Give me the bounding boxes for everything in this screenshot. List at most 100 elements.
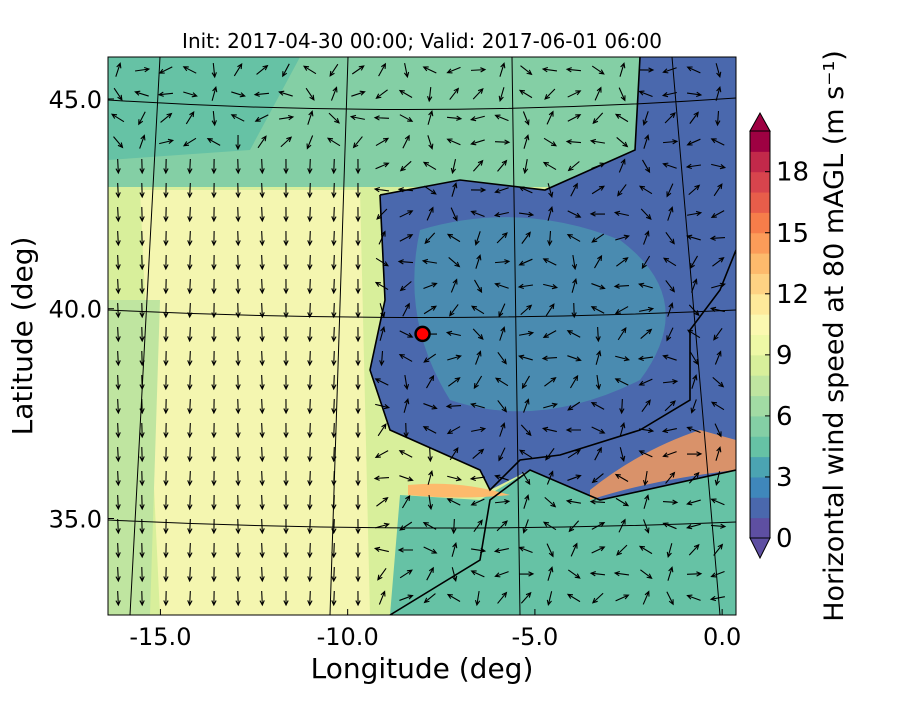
wind-arrow	[686, 138, 701, 146]
wind-arrow	[710, 210, 725, 218]
y-tick-label: 40.0	[49, 296, 102, 324]
wind-arrow	[662, 162, 677, 169]
wind-arrow	[475, 350, 482, 365]
wind-arrow	[283, 278, 289, 295]
wind-arrow	[331, 254, 337, 271]
wind-arrow	[617, 184, 627, 197]
wind-arrow	[450, 278, 458, 293]
wind-arrow	[447, 475, 463, 482]
wind-arrow	[474, 279, 483, 294]
wind-arrow	[520, 65, 533, 76]
wind-arrow	[331, 422, 337, 439]
wind-arrow	[547, 183, 554, 198]
wind-arrow	[473, 519, 483, 532]
wind-arrow	[138, 111, 146, 126]
wind-arrow	[449, 447, 459, 461]
wind-arrow	[494, 499, 511, 505]
wind-arrow	[714, 423, 722, 438]
wind-arrow	[259, 566, 265, 583]
wind-arrow	[472, 448, 485, 459]
wind-arrow	[446, 498, 461, 506]
wind-arrow	[307, 206, 313, 223]
wind-arrow	[423, 305, 437, 315]
y-axis-label: Latitude (deg)	[6, 237, 39, 436]
wind-arrow	[541, 426, 557, 433]
wind-arrow	[662, 139, 679, 145]
wind-arrow	[113, 87, 123, 101]
wind-arrow	[520, 304, 533, 316]
wind-arrow	[423, 353, 437, 363]
wind-arrow	[211, 470, 217, 487]
wind-arrow	[542, 521, 557, 531]
wind-arrow	[331, 278, 337, 295]
wind-arrow	[259, 518, 265, 535]
wind-arrow	[423, 593, 436, 604]
colorbar-tick-label: 12	[776, 280, 809, 310]
wind-arrow	[254, 114, 269, 122]
wind-arrow	[662, 451, 677, 458]
wind-arrow	[494, 474, 509, 481]
wind-arrow	[328, 112, 340, 124]
wind-arrow	[163, 350, 169, 367]
wind-arrow	[302, 65, 317, 75]
wind-arrow	[187, 398, 193, 415]
ocean-west	[108, 300, 160, 615]
wind-arrow	[494, 259, 511, 265]
wind-arrow	[139, 422, 145, 439]
wind-arrow	[139, 326, 145, 343]
wind-arrow	[710, 401, 725, 411]
wind-arrow	[115, 542, 121, 559]
wind-arrow	[331, 542, 337, 559]
wind-arrow	[235, 494, 241, 511]
wind-arrow	[259, 542, 265, 559]
wind-arrow	[283, 374, 289, 391]
wind-arrow	[307, 446, 313, 463]
wind-arrow	[401, 494, 411, 509]
wind-arrow	[378, 590, 386, 605]
wind-arrow	[422, 426, 437, 434]
wind-arrow	[256, 64, 269, 75]
wind-arrow	[307, 278, 313, 295]
colorbar-level	[750, 375, 770, 397]
wind-arrow	[233, 62, 243, 77]
wind-arrow	[231, 91, 246, 98]
wind-arrow	[446, 138, 461, 146]
colorbar-level	[750, 171, 770, 193]
wind-arrow	[714, 350, 722, 365]
wind-arrow	[211, 278, 217, 295]
wind-arrow	[355, 494, 361, 511]
wind-arrow	[472, 87, 484, 100]
wind-arrow	[688, 184, 701, 196]
wind-arrow	[399, 330, 414, 338]
wind-arrow	[618, 158, 626, 173]
x-axis-label: Longitude (deg)	[311, 652, 534, 685]
wind-arrow	[157, 91, 174, 97]
wind-arrow	[571, 302, 577, 319]
wind-arrow	[307, 590, 313, 607]
wind-arrow	[331, 374, 337, 391]
wind-arrow	[283, 206, 289, 223]
wind-arrow	[355, 302, 361, 319]
wind-arrow	[470, 139, 485, 146]
wind-arrow	[686, 451, 703, 457]
wind-arrow	[377, 423, 387, 437]
wind-arrow	[187, 254, 193, 271]
wind-arrow	[565, 498, 581, 505]
wind-arrow	[139, 518, 145, 535]
wind-arrow	[376, 208, 388, 220]
wind-arrow	[211, 254, 217, 271]
wind-arrow	[259, 302, 265, 319]
wind-arrow	[163, 326, 169, 343]
wind-arrow	[307, 350, 313, 367]
wind-arrow	[259, 374, 265, 391]
wind-arrow	[398, 450, 413, 458]
wind-arrow	[375, 403, 391, 410]
wind-arrow	[422, 66, 437, 74]
wind-arrow	[399, 234, 414, 242]
colorbar-level	[750, 415, 770, 437]
wind-arrow	[230, 114, 245, 122]
wind-arrow	[662, 257, 677, 267]
wind-arrow	[712, 257, 725, 267]
wind-arrow	[518, 211, 535, 218]
wind-arrow	[373, 475, 390, 481]
